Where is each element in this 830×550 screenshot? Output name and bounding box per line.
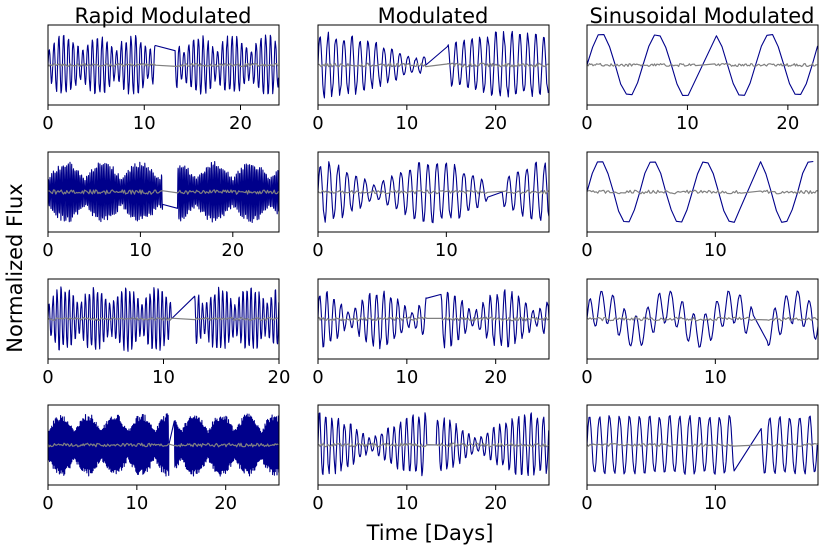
panel: 0 10 20 — [312, 24, 550, 134]
series-signal-line — [318, 30, 549, 99]
panel: 0 10 20 — [312, 278, 550, 388]
x-tick-label: 10 — [125, 493, 148, 514]
x-tick-label: 0 — [42, 367, 53, 388]
column-title-sinusoidal-modulated: Sinusoidal Modulated — [590, 4, 815, 28]
panel-frame — [47, 24, 280, 106]
x-tick-label: 20 — [484, 113, 507, 134]
series-reference-line — [587, 62, 818, 68]
panel-frame — [317, 151, 550, 233]
series-reference-line — [318, 62, 549, 68]
series-signal-line — [318, 412, 549, 477]
x-tick-label: 20 — [229, 113, 252, 134]
x-tick-label: 0 — [581, 367, 592, 388]
panel-frame — [317, 404, 550, 486]
series-reference-line — [318, 442, 549, 448]
panel-frame — [317, 278, 550, 360]
x-tick-label: 10 — [129, 240, 152, 261]
x-tick-label: 0 — [581, 493, 592, 514]
series-signal-line — [587, 290, 818, 348]
x-tick-label: 10 — [395, 493, 418, 514]
series-reference-line — [48, 62, 279, 68]
series-reference-line — [318, 316, 549, 322]
series-reference-line — [587, 443, 818, 447]
series-reference-line — [48, 442, 279, 448]
series-reference-line — [48, 316, 279, 321]
series-signal-line — [318, 161, 549, 224]
x-tick-label: 10 — [133, 113, 156, 134]
x-tick-label: 10 — [704, 367, 727, 388]
panel: 0 10 20 — [42, 24, 280, 134]
x-tick-label: 0 — [581, 113, 592, 134]
x-tick-label: 10 — [152, 367, 175, 388]
x-tick-label: 20 — [484, 367, 507, 388]
panel-frame — [47, 151, 280, 233]
x-tick-label: 20 — [484, 493, 507, 514]
panel: 0 10 20 — [42, 404, 280, 514]
panel: 0 10 20 — [42, 278, 291, 388]
x-tick-label: 0 — [312, 240, 323, 261]
panel-frame — [586, 151, 819, 233]
panel: 0 10 20 — [581, 24, 819, 134]
x-tick-label: 10 — [676, 113, 699, 134]
x-tick-label: 10 — [704, 240, 727, 261]
series-reference-line — [318, 189, 549, 195]
panel: 0 10 20 — [312, 404, 550, 514]
x-tick-label: 0 — [42, 493, 53, 514]
x-tick-label: 0 — [42, 240, 53, 261]
x-tick-label: 0 — [312, 493, 323, 514]
x-tick-label: 20 — [776, 113, 799, 134]
series-reference-line — [587, 316, 818, 322]
x-tick-label: 20 — [268, 367, 291, 388]
series-signal-line — [48, 286, 279, 352]
x-tick-label: 0 — [581, 240, 592, 261]
panel-frame — [317, 24, 550, 106]
x-tick-label: 20 — [221, 240, 244, 261]
x-tick-label: 0 — [312, 113, 323, 134]
y-axis-label: Normalized Flux — [3, 183, 27, 352]
x-tick-label: 10 — [704, 493, 727, 514]
series-reference-line — [48, 189, 279, 195]
series-signal-line — [587, 415, 818, 475]
panel-frame — [586, 278, 819, 360]
panel: 0 10 — [312, 151, 550, 261]
column-title-rapid-modulated: Rapid Modulated — [75, 4, 252, 28]
panel-frame — [586, 404, 819, 486]
series-signal-line — [318, 289, 549, 350]
series-reference-line — [587, 189, 818, 195]
panel-frame — [47, 404, 280, 486]
panel: 0 10 — [581, 404, 819, 514]
series-signal-line — [587, 34, 818, 96]
x-tick-label: 10 — [435, 240, 458, 261]
panel: 0 10 — [581, 151, 819, 261]
panel-grid: 0 10 20 0 10 20 0 10 200 10 20 0 10 0 100 10 20 0 10 20 0 100… — [42, 24, 819, 514]
x-tick-label: 20 — [214, 493, 237, 514]
series-signal-line — [48, 34, 279, 95]
column-title-modulated: Modulated — [378, 4, 489, 28]
x-axis-label: Time [Days] — [366, 521, 494, 545]
x-tick-label: 10 — [395, 113, 418, 134]
panel-frame — [586, 24, 819, 106]
panel: 0 10 20 — [42, 151, 280, 261]
x-tick-label: 10 — [395, 367, 418, 388]
panel: 0 10 — [581, 278, 819, 388]
x-tick-label: 0 — [312, 367, 323, 388]
x-tick-label: 0 — [42, 113, 53, 134]
